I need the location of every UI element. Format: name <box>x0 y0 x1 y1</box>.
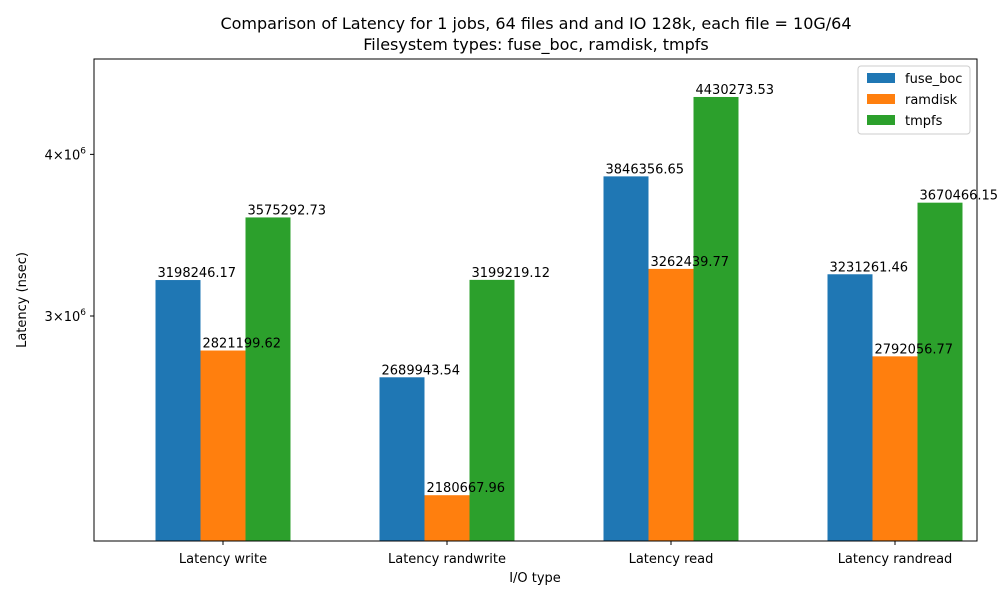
x-tick-label-1: Latency randwrite <box>388 552 506 567</box>
x-tick-label-2: Latency read <box>629 552 714 567</box>
chart-subtitle: Filesystem types: fuse_boc, ramdisk, tmp… <box>363 35 708 55</box>
data-label-fuse_boc-2: 3846356.65 <box>606 162 685 177</box>
bar-tmpfs-1 <box>469 279 515 541</box>
data-label-fuse_boc-0: 3198246.17 <box>158 266 237 281</box>
y-axis-label: Latency (nsec) <box>15 252 30 348</box>
data-label-ramdisk-3: 2792056.77 <box>875 342 954 357</box>
data-label-fuse_boc-1: 2689943.54 <box>382 363 461 378</box>
legend-label-ramdisk: ramdisk <box>905 93 958 108</box>
legend-swatch-tmpfs <box>867 115 895 125</box>
data-label-ramdisk-0: 2821199.62 <box>203 337 282 352</box>
y-tick-label-0: 3×106 <box>45 308 87 325</box>
bar-ramdisk-1 <box>424 495 470 541</box>
bar-tmpfs-3 <box>917 202 963 542</box>
bar-fuse_boc-0 <box>155 280 201 541</box>
bars-layer <box>155 96 963 542</box>
bar-ramdisk-2 <box>648 268 694 541</box>
bar-fuse_boc-2 <box>603 176 649 541</box>
y-tick-exponent-0: 6 <box>80 308 86 318</box>
chart-title: Comparison of Latency for 1 jobs, 64 fil… <box>220 14 851 33</box>
y-tick-exponent-1: 6 <box>80 146 86 156</box>
plot-area-frame <box>93 58 978 542</box>
x-tick-label-3: Latency randread <box>838 552 953 567</box>
y-tick-mantissa-0: 3×10 <box>45 310 81 325</box>
x-ticks-layer: Latency write Latency randwrite Latency re… <box>179 541 952 567</box>
data-label-tmpfs-2: 4430273.53 <box>696 83 775 98</box>
data-labels-layer: 3198246.17 2821199.62 3575292.73 2689943.54… <box>158 83 999 496</box>
bar-tmpfs-2 <box>693 96 739 541</box>
bar-ramdisk-3 <box>872 356 918 541</box>
y-tick-mantissa-1: 4×10 <box>45 148 81 163</box>
legend-label-fuse_boc: fuse_boc <box>905 72 962 87</box>
data-label-tmpfs-3: 3670466.15 <box>920 189 999 204</box>
data-label-fuse_boc-3: 3231261.46 <box>830 260 909 275</box>
bar-ramdisk-0 <box>200 350 246 541</box>
x-axis-label: I/O type <box>509 571 561 586</box>
data-label-ramdisk-1: 2180667.96 <box>427 481 506 496</box>
bar-fuse_boc-3 <box>827 274 873 541</box>
data-label-tmpfs-1: 3199219.12 <box>472 266 551 281</box>
legend-swatch-fuse_boc <box>867 73 895 83</box>
bar-fuse_boc-1 <box>379 377 425 541</box>
data-label-ramdisk-2: 3262439.77 <box>651 255 730 270</box>
bar-tmpfs-0 <box>245 217 291 542</box>
data-label-tmpfs-0: 3575292.73 <box>248 203 327 218</box>
legend-label-tmpfs: tmpfs <box>905 114 943 129</box>
y-tick-label-1: 4×106 <box>45 146 87 163</box>
legend-swatch-ramdisk <box>867 94 895 104</box>
x-tick-label-0: Latency write <box>179 552 267 567</box>
